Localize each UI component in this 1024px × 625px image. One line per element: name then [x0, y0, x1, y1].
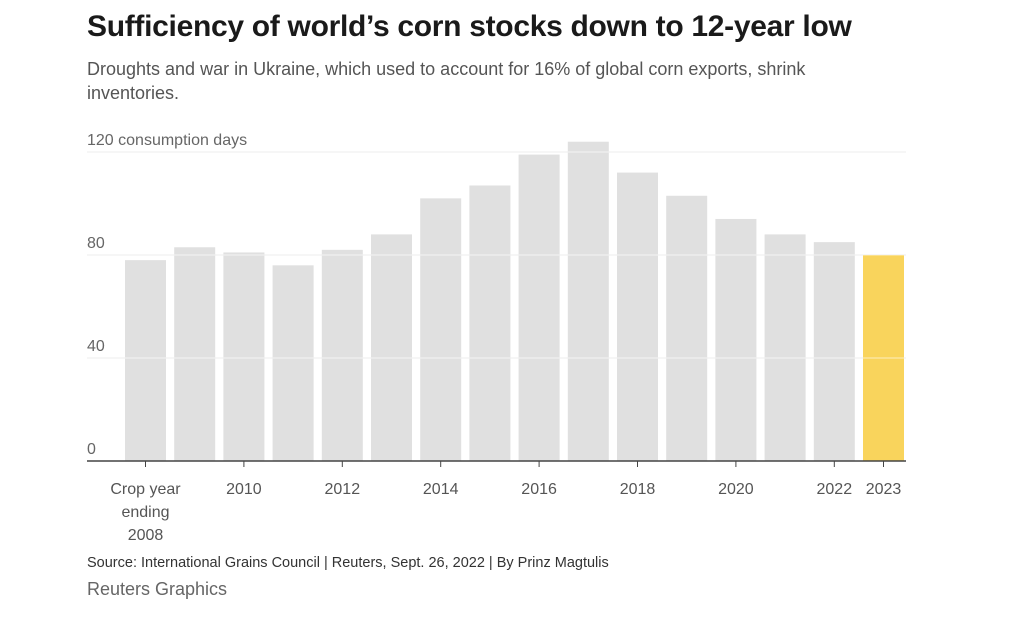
- x-tick-label: 2008: [128, 527, 164, 544]
- bar-2017: [567, 141, 609, 461]
- bar-2015: [469, 185, 511, 461]
- y-tick-label: 80: [87, 235, 105, 252]
- x-tick-label: 2018: [620, 481, 656, 498]
- x-tick-label: 2022: [817, 481, 853, 498]
- bar-2021: [764, 234, 806, 461]
- bar-2011: [272, 265, 314, 461]
- bar-2013: [371, 234, 412, 461]
- y-tick-label: 0: [87, 441, 96, 458]
- bar-2012: [321, 249, 363, 461]
- bar-chart: 0 40 80 120 consumption days Crop year ending…: [87, 132, 906, 544]
- brand-label: Reuters Graphics: [87, 579, 228, 599]
- bar-2022: [813, 242, 855, 461]
- bar-2019: [666, 195, 708, 461]
- source-note: Source: International Grains Council | R…: [87, 555, 609, 571]
- bar-2016: [518, 154, 560, 461]
- y-tick-label: 40: [87, 338, 105, 355]
- x-tick-label: 2010: [226, 481, 262, 498]
- bar-2014: [420, 198, 462, 461]
- x-tick-label: 2020: [718, 481, 754, 498]
- x-tick-label: 2012: [325, 481, 361, 498]
- x-tick-label: 2014: [423, 481, 459, 498]
- bar-2018: [617, 172, 658, 461]
- x-tick-label: ending: [121, 504, 169, 521]
- x-tick-label: Crop year: [110, 481, 181, 498]
- bar-2020: [715, 218, 757, 461]
- bar-2010: [223, 252, 265, 461]
- bar-2009: [174, 247, 216, 461]
- x-tick-label: 2016: [521, 481, 557, 498]
- y-tick-label: 120 consumption days: [87, 132, 247, 149]
- x-tick-label: 2023: [866, 481, 902, 498]
- chart-subtitle: Droughts and war in Ukraine, which used …: [87, 59, 806, 103]
- bar-2008: [125, 260, 166, 461]
- chart-title: Sufficiency of world’s corn stocks down …: [87, 10, 852, 43]
